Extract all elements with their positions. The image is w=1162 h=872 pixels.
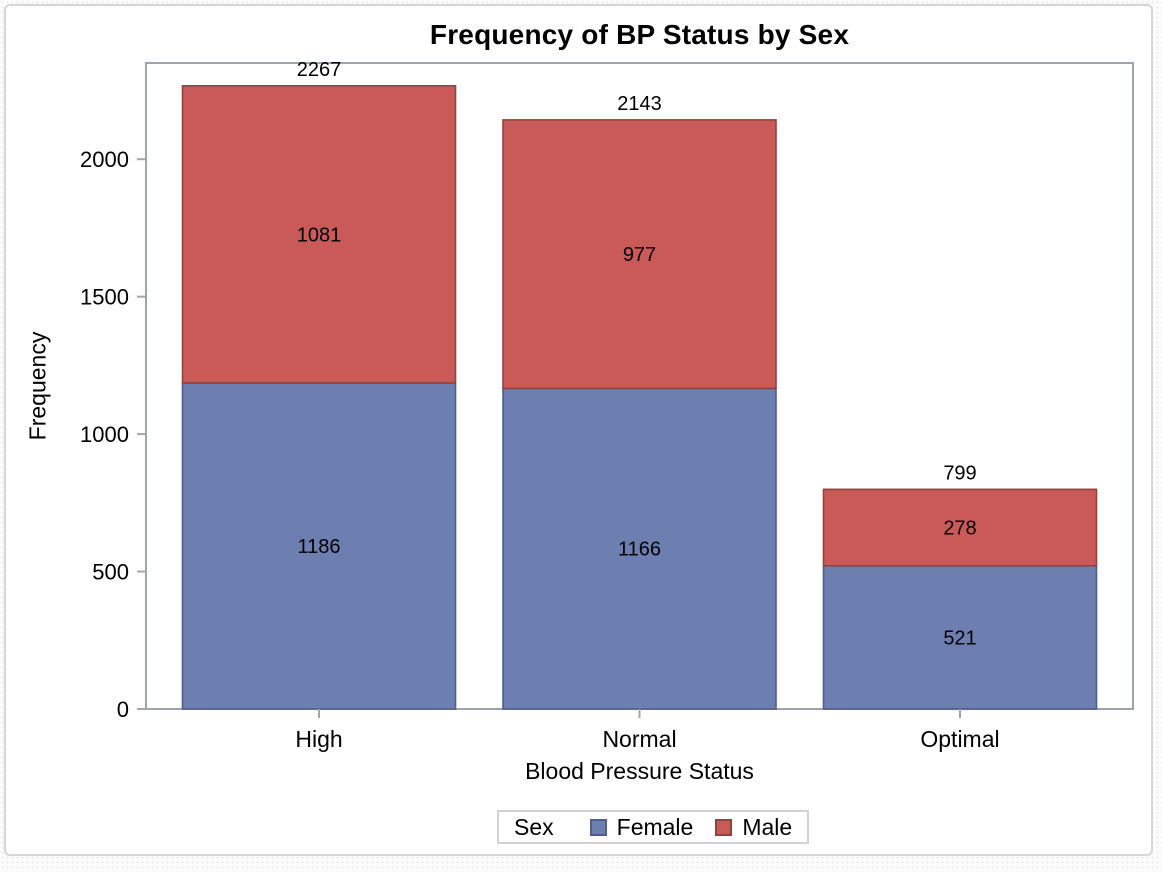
legend: Sex Female Male — [497, 810, 810, 844]
bar-total-label: 799 — [943, 462, 976, 484]
bar-optimal-male — [822, 488, 1098, 567]
x-axis-category-label: Normal — [602, 726, 676, 752]
male-swatch-icon — [715, 818, 733, 836]
bar-normal-male — [502, 119, 777, 390]
y-axis-title: Frequency — [24, 331, 51, 441]
bar-value-label: 521 — [943, 627, 976, 649]
y-axis-tick-label: 1000 — [80, 422, 129, 447]
plot-area: 0 500 1000 1500 2000 1186 1081 2267 High 1166 977 2… — [80, 59, 1134, 752]
bar-optimal-female — [822, 564, 1098, 710]
legend-item-male: Male — [715, 814, 792, 841]
legend-title: Sex — [514, 813, 554, 840]
bar-value-label: 977 — [623, 244, 656, 266]
y-axis-tick-label: 2000 — [80, 147, 129, 172]
chart-title: Frequency of BP Status by Sex — [429, 19, 850, 50]
legend-label-female: Female — [616, 813, 694, 840]
legend-label-male: Male — [742, 813, 793, 840]
chart-figure: Frequency of BP Status by Sex 0 500 1000 15… — [4, 4, 1153, 856]
y-axis-tick-label: 0 — [117, 697, 129, 722]
y-axis-tick-label: 1500 — [80, 285, 129, 310]
bar-value-label: 278 — [943, 518, 976, 540]
bar-value-label: 1186 — [297, 536, 340, 558]
x-axis-category-label: Optimal — [920, 726, 999, 752]
bar-total-label: 2267 — [297, 59, 342, 81]
y-axis-tick-label: 500 — [92, 560, 129, 585]
bar-value-label: 1081 — [297, 224, 342, 246]
legend-item-female: Female — [589, 813, 694, 841]
x-axis-title: Blood Pressure Status — [525, 758, 754, 784]
bar-high-male — [181, 85, 457, 384]
female-swatch-icon — [589, 818, 607, 836]
bar-total-label: 2143 — [617, 93, 662, 115]
bar-value-label: 1166 — [618, 539, 661, 561]
x-axis-category-label: High — [295, 726, 342, 752]
bar-high-female — [181, 382, 457, 710]
